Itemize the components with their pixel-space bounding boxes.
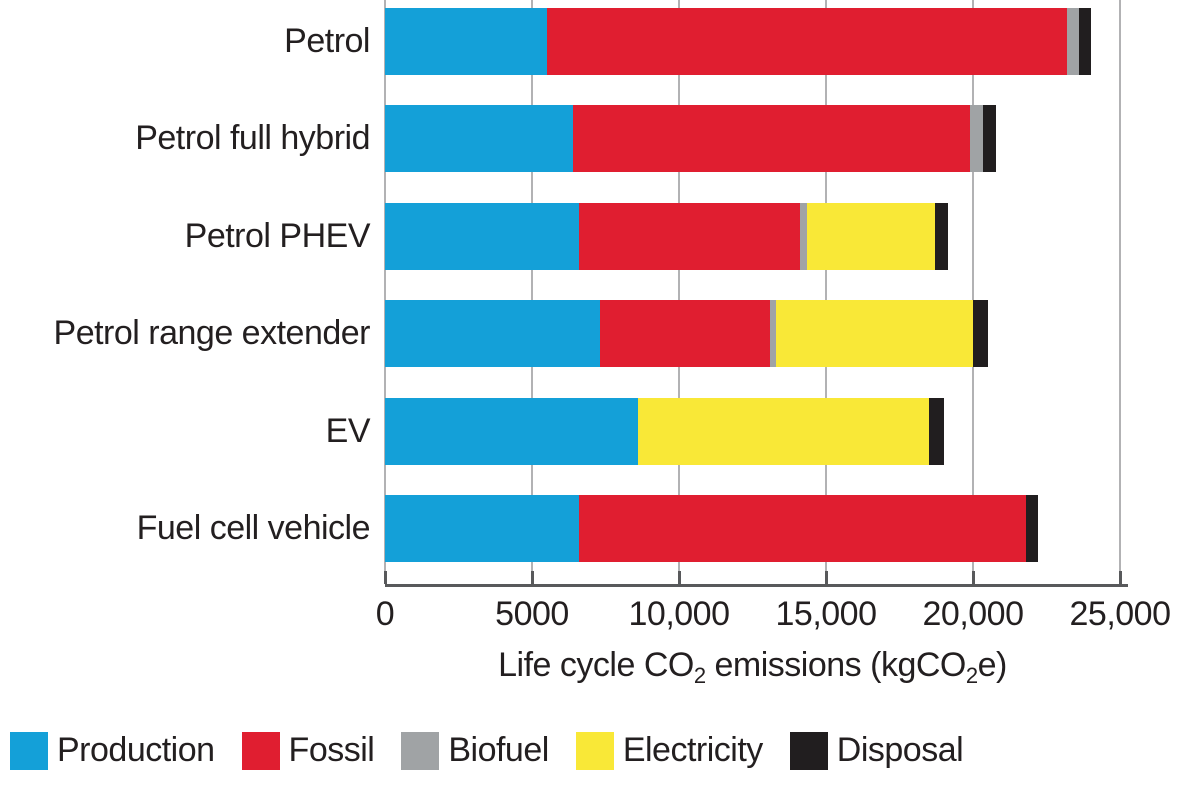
gridline [972, 0, 974, 584]
legend-item-fossil: Fossil [241, 731, 375, 770]
bar-segment-production [385, 300, 600, 367]
legend-label: Biofuel [448, 731, 549, 769]
x-tick-label: 5000 [495, 595, 569, 633]
bar-row [385, 8, 1091, 75]
category-label: Petrol full hybrid [135, 119, 370, 157]
x-axis-title: Life cycle CO2 emissions (kgCO2e) [385, 646, 1120, 689]
x-tick-label: 10,000 [628, 595, 731, 633]
legend-label: Fossil [288, 731, 375, 769]
gridline [531, 0, 533, 584]
axis-tick [384, 571, 387, 584]
x-axis-title-part: e) [977, 646, 1008, 684]
bar-row [385, 105, 997, 172]
bar-segment-fossil [573, 105, 971, 172]
x-axis-title-part: Life cycle CO [498, 646, 694, 684]
x-axis-title-part: emissions (kgCO [705, 646, 967, 684]
bar-segment-disposal [928, 398, 944, 465]
legend-item-electricity: Electricity [575, 731, 763, 770]
category-label: Petrol PHEV [184, 217, 371, 255]
x-axis-title-part: 2 [965, 663, 978, 688]
x-tick-label: 20,000 [922, 595, 1025, 633]
bar-row [385, 495, 1038, 562]
bar-segment-production [385, 8, 547, 75]
bar-segment-electricity [776, 300, 973, 367]
gridline [678, 0, 680, 584]
axis-tick [825, 571, 828, 584]
legend-label: Electricity [622, 731, 763, 769]
bar-segment-electricity [806, 203, 935, 270]
legend-label: Production [57, 731, 215, 769]
x-axis-line [385, 584, 1128, 587]
bar-segment-biofuel [970, 105, 984, 172]
bar-segment-disposal [934, 203, 948, 270]
bar-segment-fossil [579, 495, 1026, 562]
bar-segment-fossil [579, 203, 800, 270]
bar-segment-production [385, 398, 638, 465]
bar-segment-disposal [972, 300, 988, 367]
bar-segment-production [385, 105, 574, 172]
category-label: Fuel cell vehicle [136, 509, 371, 547]
bar-segment-production [385, 495, 580, 562]
axis-tick [678, 571, 681, 584]
bar-segment-biofuel [1067, 8, 1079, 75]
legend-swatch-electricity [575, 731, 614, 770]
bar-segment-disposal [1025, 495, 1038, 562]
axis-tick [1119, 571, 1122, 584]
gridline [825, 0, 827, 584]
legend-item-production: Production [10, 731, 215, 770]
bar-segment-biofuel [770, 300, 776, 367]
bar-segment-production [385, 203, 580, 270]
legend-item-biofuel: Biofuel [401, 731, 549, 770]
x-tick-label: 25,000 [1069, 595, 1172, 633]
bar-row [385, 300, 988, 367]
bar-segment-fossil [599, 300, 771, 367]
legend-label: Disposal [836, 731, 964, 769]
x-tick-label: 15,000 [775, 595, 878, 633]
legend-swatch-biofuel [401, 731, 440, 770]
legend-swatch-production [10, 731, 48, 770]
gridline [384, 0, 386, 584]
legend-swatch-fossil [241, 731, 280, 770]
gridline [1119, 0, 1121, 584]
bar-row [385, 398, 944, 465]
bar-segment-electricity [637, 398, 929, 465]
axis-tick [972, 571, 975, 584]
legend: Production Fossil Biofuel Electricity Dispos… [10, 731, 964, 770]
category-label: Petrol range extender [53, 314, 371, 352]
bar-segment-disposal [983, 105, 997, 172]
bar-segment-biofuel [799, 203, 807, 270]
category-label: EV [325, 412, 371, 450]
legend-swatch-disposal [789, 731, 828, 770]
axis-tick [531, 571, 534, 584]
bar-row [385, 203, 948, 270]
x-tick-label: 0 [375, 595, 395, 633]
legend-item-disposal: Disposal [789, 731, 964, 770]
category-label: Petrol [284, 22, 370, 60]
bar-segment-fossil [546, 8, 1068, 75]
bar-segment-disposal [1078, 8, 1091, 75]
x-axis-title-part: 2 [693, 663, 706, 688]
